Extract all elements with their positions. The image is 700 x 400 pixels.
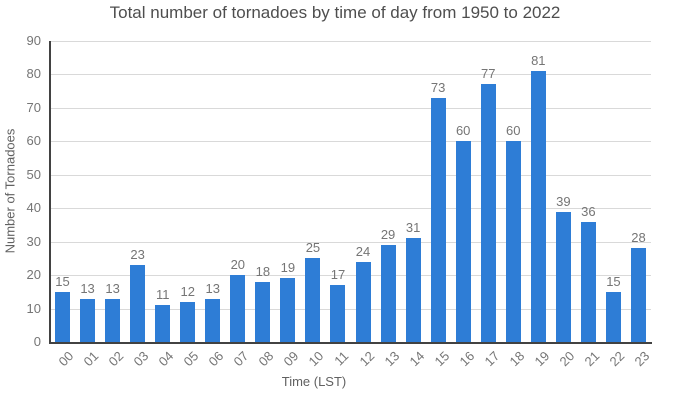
bar-value-label-12: 24 bbox=[355, 243, 371, 259]
bar-value-label-18: 60 bbox=[506, 123, 521, 139]
x-tick-label-19: 19 bbox=[531, 348, 553, 370]
gridline-60 bbox=[50, 141, 651, 143]
bar-value-label-14: 31 bbox=[405, 220, 421, 236]
bar-value-label-08: 18 bbox=[255, 263, 271, 279]
gridline-10 bbox=[50, 308, 651, 310]
gridline-20 bbox=[50, 275, 651, 277]
bar-value-label-22: 15 bbox=[606, 273, 621, 289]
x-tick-label-23: 23 bbox=[631, 348, 653, 370]
bar-value-label-23: 28 bbox=[631, 230, 646, 246]
chart-title: Total number of tornadoes by time of day… bbox=[109, 3, 561, 22]
x-axis-line bbox=[49, 342, 652, 344]
bar-10[interactable] bbox=[305, 258, 321, 342]
bar-value-label-03: 23 bbox=[130, 247, 145, 263]
bar-19[interactable] bbox=[530, 71, 546, 342]
bar-14[interactable] bbox=[405, 238, 421, 342]
gridline-50 bbox=[50, 174, 651, 176]
bar-15[interactable] bbox=[430, 97, 446, 342]
x-tick-label-08: 08 bbox=[255, 348, 277, 370]
y-tick-label-60: 60 bbox=[26, 133, 41, 149]
bar-08[interactable] bbox=[255, 281, 271, 342]
bar-11[interactable] bbox=[330, 285, 346, 342]
x-tick-label-21: 21 bbox=[581, 348, 603, 370]
bar-value-label-15: 73 bbox=[430, 79, 446, 95]
bar-03[interactable] bbox=[130, 265, 146, 342]
bar-value-label-19: 81 bbox=[531, 53, 546, 69]
bar-value-label-17: 77 bbox=[480, 66, 496, 82]
y-tick-label-20: 20 bbox=[26, 267, 41, 283]
bar-22[interactable] bbox=[605, 291, 621, 342]
x-tick-label-11: 11 bbox=[331, 348, 352, 369]
bar-01[interactable] bbox=[80, 298, 96, 342]
x-tick-label-00: 00 bbox=[55, 348, 77, 370]
bar-06[interactable] bbox=[205, 298, 221, 342]
bar-05[interactable] bbox=[180, 301, 196, 342]
x-tick-label-13: 13 bbox=[381, 348, 402, 370]
y-tick-label-70: 70 bbox=[26, 99, 41, 115]
bar-12[interactable] bbox=[355, 261, 371, 342]
y-tick-label-30: 30 bbox=[26, 233, 41, 249]
x-axis-title: Time (LST) bbox=[281, 374, 347, 389]
y-tick-label-10: 10 bbox=[26, 300, 41, 316]
y-tick-label-0: 0 bbox=[33, 334, 41, 349]
bar-value-label-11: 17 bbox=[330, 267, 346, 283]
bar-value-label-05: 12 bbox=[180, 283, 195, 299]
x-tick-label-06: 06 bbox=[205, 348, 227, 370]
y-tick-label-90: 90 bbox=[26, 33, 41, 48]
bar-value-label-16: 60 bbox=[455, 123, 471, 139]
bar-23[interactable] bbox=[630, 248, 646, 342]
bar-value-label-01: 13 bbox=[80, 280, 95, 296]
bar-value-label-02: 13 bbox=[105, 280, 120, 296]
x-tick-label-15: 15 bbox=[431, 348, 453, 370]
bar-17[interactable] bbox=[480, 84, 496, 342]
y-tick-label-80: 80 bbox=[26, 66, 41, 82]
bar-00[interactable] bbox=[55, 291, 71, 342]
bar-value-label-09: 19 bbox=[280, 260, 296, 276]
x-tick-label-14: 14 bbox=[406, 348, 428, 370]
bar-13[interactable] bbox=[380, 245, 396, 342]
bar-18[interactable] bbox=[505, 141, 521, 342]
bar-value-label-06: 13 bbox=[205, 280, 220, 296]
x-tick-label-20: 20 bbox=[556, 348, 578, 370]
bar-value-label-00: 15 bbox=[55, 273, 70, 289]
gridline-70 bbox=[50, 107, 651, 109]
bar-07[interactable] bbox=[230, 275, 246, 342]
bar-21[interactable] bbox=[580, 221, 596, 342]
x-tick-label-22: 22 bbox=[606, 348, 628, 370]
plot-area: 15 13 13 23 11 12 13 20 18 19 25 17 24 29 31 73 60 77 60 81… bbox=[50, 41, 651, 342]
bar-value-label-04: 11 bbox=[155, 287, 170, 303]
y-tick-label-50: 50 bbox=[26, 166, 41, 182]
x-tick-label-03: 03 bbox=[130, 348, 152, 370]
x-tick-label-02: 02 bbox=[105, 348, 127, 370]
y-tick-label-40: 40 bbox=[26, 200, 41, 216]
bar-02[interactable] bbox=[105, 298, 121, 342]
gridline-90 bbox=[50, 41, 651, 42]
y-axis-line bbox=[49, 41, 51, 344]
x-tick-label-04: 04 bbox=[155, 348, 177, 370]
bar-value-label-07: 20 bbox=[230, 257, 246, 273]
bar-20[interactable] bbox=[555, 211, 571, 342]
x-tick-label-10: 10 bbox=[305, 348, 327, 370]
bar-value-label-21: 36 bbox=[581, 203, 596, 219]
x-tick-label-05: 05 bbox=[180, 348, 202, 370]
bar-04[interactable] bbox=[155, 305, 171, 342]
x-tick-label-12: 12 bbox=[356, 348, 377, 370]
x-tick-label-07: 07 bbox=[230, 348, 252, 370]
bar-09[interactable] bbox=[280, 278, 296, 342]
x-tick-label-17: 17 bbox=[481, 348, 503, 370]
x-tick-label-16: 16 bbox=[456, 348, 478, 370]
x-tick-label-09: 09 bbox=[280, 348, 302, 370]
x-tick-label-01: 01 bbox=[80, 348, 102, 370]
x-tick-label-18: 18 bbox=[506, 348, 528, 370]
bar-value-label-10: 25 bbox=[305, 240, 321, 256]
gridline-30 bbox=[50, 241, 651, 243]
bar-value-label-13: 29 bbox=[380, 227, 396, 243]
bar-value-label-20: 39 bbox=[556, 193, 571, 209]
gridline-80 bbox=[50, 74, 651, 76]
bar-16[interactable] bbox=[455, 141, 471, 342]
gridline-40 bbox=[50, 208, 651, 210]
